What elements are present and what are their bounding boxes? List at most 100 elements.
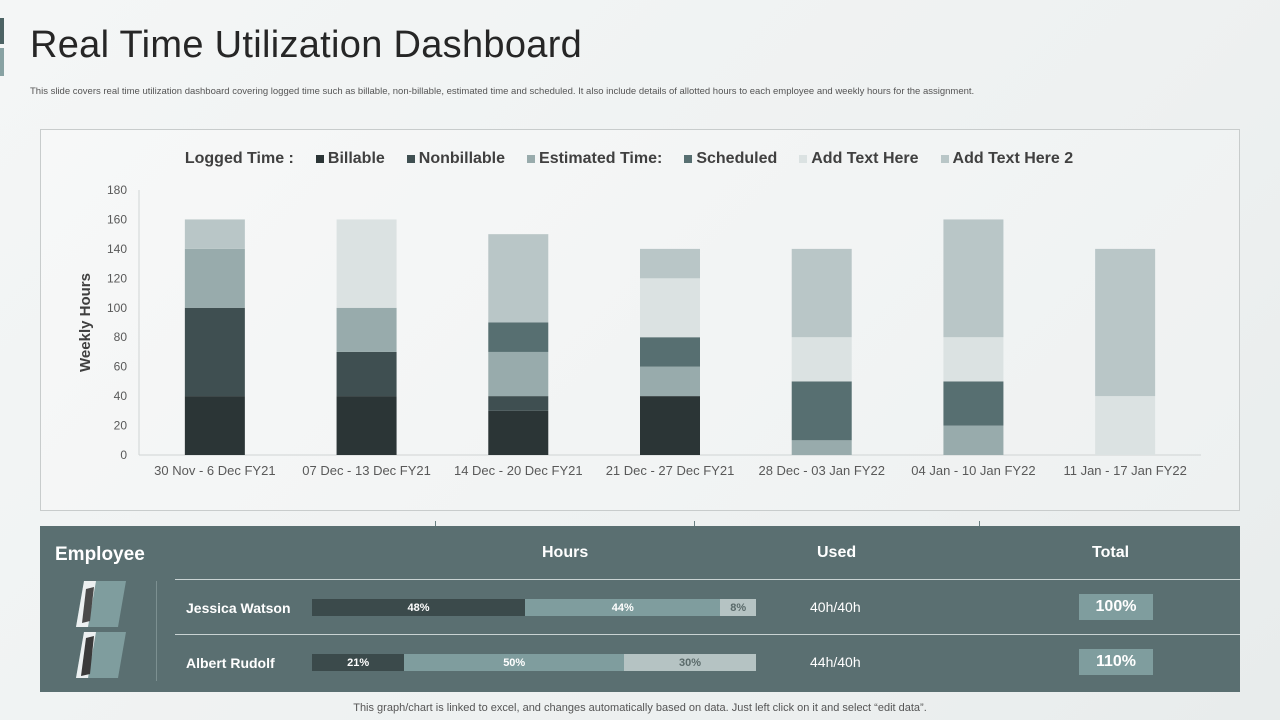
footer-note: This graph/chart is linked to excel, and… — [353, 702, 927, 714]
legend-item[interactable]: Nonbillable — [406, 150, 506, 168]
employee-avatar-jessica — [76, 581, 126, 627]
legend-label: Estimated Time: — [539, 150, 663, 167]
used-hours: 44h/40h — [810, 654, 861, 670]
y-tick-label: 140 — [107, 242, 127, 256]
bar-segment — [336, 307, 397, 352]
y-axis-title: Weekly Hours — [77, 273, 94, 372]
bar-segment — [336, 219, 397, 308]
employee-name: Jessica Watson — [186, 600, 291, 616]
bar-segment — [640, 248, 700, 279]
bar-segment — [488, 351, 549, 397]
bar-segment — [943, 381, 1004, 426]
legend-label: Add Text Here 2 — [952, 150, 1074, 167]
legend-label: Billable — [327, 150, 385, 167]
legend-swatch — [799, 155, 808, 163]
employee-header: Employee — [55, 544, 145, 565]
legend-item[interactable]: Estimated Time: — [527, 150, 662, 168]
hours-bar: 48% 44% 8% — [312, 599, 756, 616]
title-accent-top — [0, 18, 4, 44]
bar-segment — [943, 425, 1004, 455]
bar-segment — [488, 410, 549, 455]
total-badge: 110% — [1079, 649, 1153, 675]
bar-segment — [791, 248, 852, 338]
employee-name: Albert Rudolf — [186, 655, 275, 671]
y-tick-label: 100 — [107, 301, 127, 315]
divider-tick — [435, 521, 436, 526]
hours-segment: 50% — [404, 654, 625, 671]
used-header: Used — [817, 544, 857, 561]
stacked-bar-chart[interactable]: 0 20 40 60 80 100 120 140 160 180 Weekly Hours 30 N… — [41, 130, 1239, 510]
x-tick-label: 04 Jan - 10 Jan FY22 — [911, 463, 1035, 478]
row-divider — [175, 634, 1240, 635]
hours-segment: 30% — [624, 654, 756, 671]
bar-segment — [943, 337, 1004, 382]
y-tick-label: 160 — [107, 212, 127, 226]
legend-title: Logged Time : — [184, 150, 294, 167]
hours-header: Hours — [542, 544, 589, 561]
y-tick-label: 180 — [107, 183, 127, 197]
divider-tick — [979, 521, 980, 526]
page-subtitle: This slide covers real time utilization … — [30, 86, 975, 97]
y-tick-label: 20 — [114, 419, 128, 433]
legend-item[interactable]: Add Text Here — [799, 150, 919, 168]
hours-segment: 44% — [525, 599, 721, 616]
legend-swatch — [527, 155, 536, 163]
employee-table: Employee Hours Used Total Jessica Watson… — [40, 526, 1240, 692]
bar-segment — [488, 396, 549, 411]
title-accent-bottom — [0, 48, 4, 76]
hours-segment: 48% — [312, 599, 526, 616]
x-tick-label: 28 Dec - 03 Jan FY22 — [758, 463, 884, 478]
y-tick-label: 60 — [114, 360, 128, 374]
bar-segment — [943, 219, 1004, 338]
legend-label: Add Text Here — [811, 150, 919, 167]
bar-segment — [184, 248, 245, 308]
hours-segment: 21% — [312, 654, 405, 671]
row-divider — [175, 579, 1240, 580]
x-tick-label: 21 Dec - 27 Dec FY21 — [606, 463, 735, 478]
x-tick-label: 30 Nov - 6 Dec FY21 — [154, 463, 275, 478]
bar-segment — [488, 322, 549, 352]
bar-segment — [184, 396, 245, 455]
hours-segment: 8% — [720, 599, 756, 616]
bar-segment — [791, 440, 852, 455]
bar-segment — [791, 381, 852, 441]
legend-swatch — [406, 155, 415, 163]
legend-swatch — [684, 155, 693, 163]
divider-tick — [694, 521, 695, 526]
bar-segment — [640, 366, 700, 397]
x-tick-label: 11 Jan - 17 Jan FY22 — [1063, 463, 1186, 478]
employee-avatar-albert — [76, 632, 126, 678]
x-tick-label: 14 Dec - 20 Dec FY21 — [454, 463, 583, 478]
x-tick-label: 07 Dec - 13 Dec FY21 — [302, 463, 431, 478]
used-hours: 40h/40h — [810, 599, 861, 615]
bar-segment — [184, 307, 245, 397]
y-tick-label: 40 — [114, 389, 128, 403]
bar-segment — [184, 219, 245, 249]
chart-container[interactable]: Logged Time : Billable Nonbillable Estimat… — [40, 129, 1240, 511]
y-tick-label: 0 — [120, 448, 127, 462]
legend-swatch — [315, 155, 324, 163]
legend-item[interactable]: Add Text Here 2 — [940, 150, 1074, 168]
legend-swatch — [940, 155, 949, 163]
legend-label: Nonbillable — [418, 150, 506, 167]
legend-item[interactable]: Scheduled — [684, 150, 777, 168]
hours-bar: 21% 50% 30% — [312, 654, 756, 671]
bar-segment — [1095, 396, 1156, 455]
bar-segment — [1095, 248, 1156, 397]
legend-item[interactable]: Billable — [315, 150, 385, 168]
legend-label: Scheduled — [696, 150, 778, 167]
page-title: Real Time Utilization Dashboard — [30, 24, 583, 66]
bar-segment — [640, 337, 700, 367]
bar-segment — [791, 337, 852, 382]
total-header: Total — [1092, 544, 1130, 561]
bar-segment — [336, 396, 397, 455]
bar-segment — [640, 396, 700, 455]
bar-segment — [336, 351, 397, 397]
total-badge: 100% — [1079, 594, 1153, 620]
y-tick-label: 120 — [107, 271, 127, 285]
chart-legend: Logged Time : Billable Nonbillable Estimat… — [41, 150, 1239, 168]
bar-segment — [640, 278, 700, 338]
y-tick-label: 80 — [114, 330, 128, 344]
bar-segment — [488, 234, 549, 323]
avatar-separator — [156, 581, 157, 681]
